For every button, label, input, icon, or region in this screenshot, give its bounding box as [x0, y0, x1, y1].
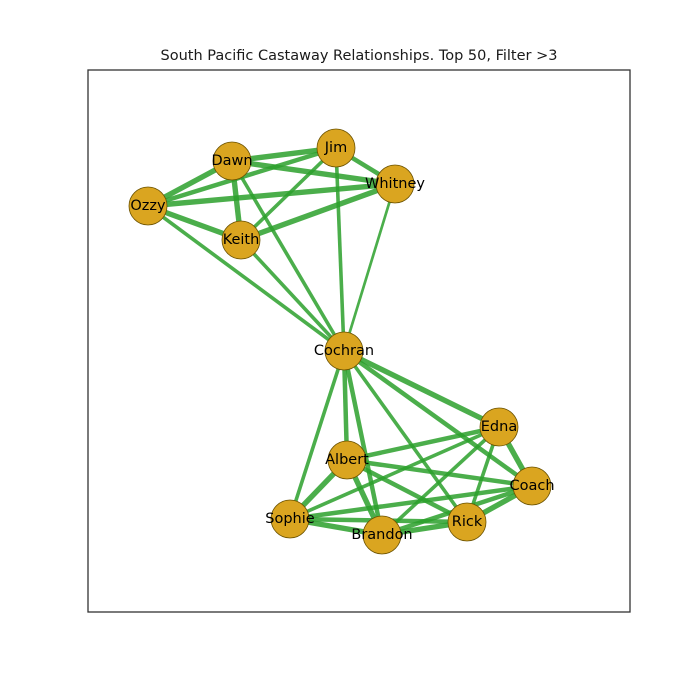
edge-whitney-ozzy	[147, 181, 396, 209]
node-label: Cochran	[314, 343, 374, 359]
edge-dawn-cochran	[230, 160, 346, 352]
node-circle	[316, 128, 356, 168]
edge-ozzy-cochran	[146, 204, 346, 353]
node-circle	[362, 515, 402, 555]
node-jim: Jim	[316, 128, 356, 168]
node-label: Rick	[452, 514, 483, 530]
node-label: Keith	[223, 232, 260, 248]
edge-edna-brandon	[380, 425, 501, 537]
chart-title: South Pacific Castaway Relationships. To…	[160, 48, 558, 64]
node-circle	[324, 331, 364, 371]
node-label: Ozzy	[130, 198, 166, 214]
edge-cochran-edna	[342, 348, 501, 430]
edge-edna-albert	[346, 424, 500, 463]
node-circle	[128, 186, 168, 226]
node-circle	[212, 141, 252, 181]
node-label: Coach	[509, 478, 554, 494]
node-circle	[375, 164, 415, 204]
node-ozzy: Ozzy	[128, 186, 168, 226]
node-circle	[221, 220, 261, 260]
node-label: Brandon	[351, 527, 412, 543]
node-circle	[270, 499, 310, 539]
node-sophie: Sophie	[265, 499, 315, 539]
node-rick: Rick	[447, 502, 487, 542]
node-circle	[447, 502, 487, 542]
edge-albert-coach	[346, 457, 533, 489]
edge-cochran-coach	[342, 349, 534, 488]
plot-frame	[87, 69, 631, 613]
node-label: Dawn	[211, 153, 252, 169]
node-dawn: Dawn	[211, 141, 253, 181]
edge-dawn-whitney	[231, 158, 396, 187]
node-whitney: Whitney	[365, 164, 425, 204]
node-label: Whitney	[365, 176, 425, 192]
node-circle	[479, 407, 519, 447]
node-edna: Edna	[479, 407, 519, 447]
node-circle	[512, 466, 552, 506]
node-label: Edna	[481, 419, 517, 435]
edge-coach-sophie	[289, 483, 533, 522]
node-albert: Albert	[325, 440, 369, 480]
edge-cochran-brandon	[341, 350, 385, 536]
edge-cochran-rick	[342, 349, 469, 524]
node-brandon: Brandon	[351, 515, 413, 555]
edge-keith-cochran	[239, 238, 346, 353]
edge-whitney-cochran	[342, 183, 397, 352]
edge-edna-sophie	[289, 425, 500, 521]
node-label: Sophie	[265, 511, 314, 527]
edge-cochran-sophie	[288, 350, 346, 520]
edge-whitney-keith	[240, 181, 396, 243]
node-keith: Keith	[221, 220, 261, 260]
edge-jim-cochran	[334, 147, 346, 352]
node-coach: Coach	[509, 466, 555, 506]
node-circle	[327, 440, 367, 480]
node-label: Jim	[324, 140, 347, 156]
nodes-layer: Jim Dawn Whitney Ozzy Keith Cochran Edna Albert…	[128, 128, 555, 555]
node-cochran: Cochran	[314, 331, 374, 371]
node-label: Albert	[325, 452, 369, 468]
